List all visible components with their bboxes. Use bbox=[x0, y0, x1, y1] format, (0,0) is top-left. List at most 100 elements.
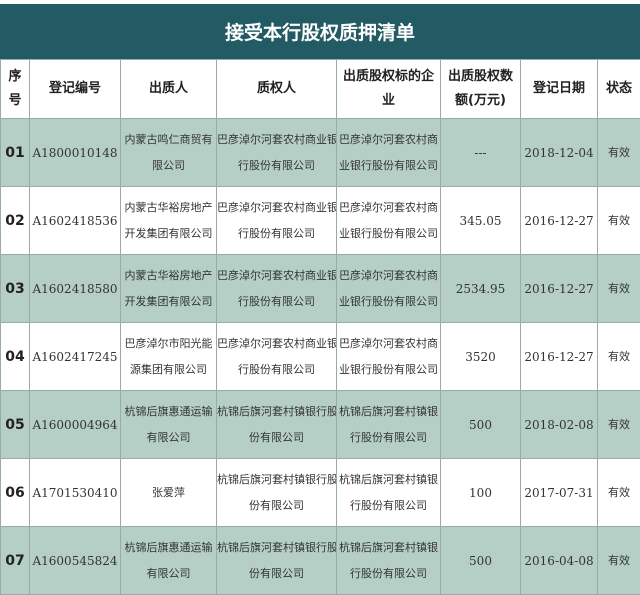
cell-pledgee: 杭锦后旗河套村镇银行股份有限公司 bbox=[217, 391, 337, 459]
cell-line: 行股份有限公司 bbox=[217, 357, 336, 383]
header-seq-line: 序 bbox=[1, 65, 29, 89]
cell-line: 业银行股份有限公司 bbox=[337, 153, 440, 179]
cell-line: 巴彦淖尔河套农村商 bbox=[337, 127, 440, 153]
cell-line: 行股份有限公司 bbox=[337, 561, 440, 587]
cell-line: 巴彦淖尔河套农村商 bbox=[337, 263, 440, 289]
cell-pledgee: 巴彦淖尔河套农村商业银行股份有限公司 bbox=[217, 323, 337, 391]
table-title: 接受本行股权质押清单 bbox=[0, 4, 640, 59]
cell-line: 巴彦淖尔河套农村商业银 bbox=[217, 195, 336, 221]
cell-line: 开发集团有限公司 bbox=[121, 289, 216, 315]
cell-date: 2016-04-08 bbox=[521, 527, 598, 595]
cell-seq: 01 bbox=[1, 119, 30, 187]
cell-line: 有限公司 bbox=[121, 425, 216, 451]
cell-line: 巴彦淖尔河套农村商业银 bbox=[217, 127, 336, 153]
cell-status: 有效 bbox=[598, 459, 640, 527]
cell-target: 巴彦淖尔河套农村商业银行股份有限公司 bbox=[337, 323, 441, 391]
header-amount: 出质股权数额(万元) bbox=[441, 60, 521, 119]
cell-line: 业银行股份有限公司 bbox=[337, 357, 440, 383]
header-pledgee: 质权人 bbox=[217, 60, 337, 119]
header-date: 登记日期 bbox=[521, 60, 598, 119]
cell-line: 开发集团有限公司 bbox=[121, 221, 216, 247]
cell-line: 业银行股份有限公司 bbox=[337, 289, 440, 315]
cell-line: 限公司 bbox=[121, 153, 216, 179]
cell-date: 2016-12-27 bbox=[521, 255, 598, 323]
cell-amount: --- bbox=[441, 119, 521, 187]
cell-line: 巴彦淖尔河套农村商业银 bbox=[217, 263, 336, 289]
cell-line: 行股份有限公司 bbox=[337, 425, 440, 451]
cell-pledgee: 巴彦淖尔河套农村商业银行股份有限公司 bbox=[217, 255, 337, 323]
cell-seq: 04 bbox=[1, 323, 30, 391]
cell-date: 2018-02-08 bbox=[521, 391, 598, 459]
cell-line: 份有限公司 bbox=[217, 561, 336, 587]
cell-target: 杭锦后旗河套村镇银行股份有限公司 bbox=[337, 459, 441, 527]
cell-amount: 500 bbox=[441, 527, 521, 595]
header-amount-line: 额(万元) bbox=[441, 89, 520, 113]
cell-amount: 2534.95 bbox=[441, 255, 521, 323]
cell-line: 内蒙古华裕房地产 bbox=[121, 195, 216, 221]
cell-seq: 06 bbox=[1, 459, 30, 527]
cell-line: 行股份有限公司 bbox=[217, 289, 336, 315]
header-pledgor: 出质人 bbox=[121, 60, 217, 119]
cell-target: 巴彦淖尔河套农村商业银行股份有限公司 bbox=[337, 187, 441, 255]
cell-target: 杭锦后旗河套村镇银行股份有限公司 bbox=[337, 527, 441, 595]
cell-pledgor: 内蒙古华裕房地产开发集团有限公司 bbox=[121, 255, 217, 323]
cell-line: 巴彦淖尔河套农村商业银 bbox=[217, 331, 336, 357]
cell-date: 2016-12-27 bbox=[521, 323, 598, 391]
cell-line: 巴彦淖尔市阳光能 bbox=[121, 331, 216, 357]
cell-line: 业银行股份有限公司 bbox=[337, 221, 440, 247]
cell-pledgee: 杭锦后旗河套村镇银行股份有限公司 bbox=[217, 527, 337, 595]
header-status: 状态 bbox=[598, 60, 640, 119]
cell-line: 杭锦后旗河套村镇银 bbox=[337, 399, 440, 425]
cell-line: 份有限公司 bbox=[217, 493, 336, 519]
cell-amount: 345.05 bbox=[441, 187, 521, 255]
cell-status: 有效 bbox=[598, 391, 640, 459]
cell-reg-no: A1600545824 bbox=[30, 527, 121, 595]
cell-line: 行股份有限公司 bbox=[337, 493, 440, 519]
header-target: 出质股权标的企业 bbox=[337, 60, 441, 119]
cell-line: 内蒙古鸣仁商贸有 bbox=[121, 127, 216, 153]
cell-pledgor: 内蒙古鸣仁商贸有限公司 bbox=[121, 119, 217, 187]
cell-pledgor: 杭锦后旗惠通运输有限公司 bbox=[121, 527, 217, 595]
cell-reg-no: A1701530410 bbox=[30, 459, 121, 527]
cell-line: 杭锦后旗河套村镇银 bbox=[337, 467, 440, 493]
cell-pledgor: 巴彦淖尔市阳光能源集团有限公司 bbox=[121, 323, 217, 391]
cell-line: 杭锦后旗河套村镇银行股 bbox=[217, 535, 336, 561]
cell-seq: 05 bbox=[1, 391, 30, 459]
cell-reg-no: A1600004964 bbox=[30, 391, 121, 459]
header-seq: 序号 bbox=[1, 60, 30, 119]
header-row: 序号 登记编号 出质人 质权人 出质股权标的企业 出质股权数额(万元) 登记日期… bbox=[1, 60, 640, 119]
cell-line: 巴彦淖尔河套农村商 bbox=[337, 331, 440, 357]
cell-pledgor: 内蒙古华裕房地产开发集团有限公司 bbox=[121, 187, 217, 255]
cell-line: 杭锦后旗河套村镇银 bbox=[337, 535, 440, 561]
cell-line: 杭锦后旗惠通运输 bbox=[121, 535, 216, 561]
cell-line: 杭锦后旗河套村镇银行股 bbox=[217, 399, 336, 425]
cell-amount: 100 bbox=[441, 459, 521, 527]
cell-seq: 07 bbox=[1, 527, 30, 595]
cell-date: 2018-12-04 bbox=[521, 119, 598, 187]
header-amount-line: 出质股权数 bbox=[441, 65, 520, 89]
cell-seq: 03 bbox=[1, 255, 30, 323]
cell-line: 杭锦后旗惠通运输 bbox=[121, 399, 216, 425]
cell-line: 巴彦淖尔河套农村商 bbox=[337, 195, 440, 221]
cell-line: 源集团有限公司 bbox=[121, 357, 216, 383]
cell-line: 份有限公司 bbox=[217, 425, 336, 451]
cell-pledgor: 杭锦后旗惠通运输有限公司 bbox=[121, 391, 217, 459]
cell-amount: 500 bbox=[441, 391, 521, 459]
cell-line: 有限公司 bbox=[121, 561, 216, 587]
cell-target: 巴彦淖尔河套农村商业银行股份有限公司 bbox=[337, 119, 441, 187]
cell-reg-no: A1602417245 bbox=[30, 323, 121, 391]
cell-date: 2017-07-31 bbox=[521, 459, 598, 527]
cell-pledgee: 巴彦淖尔河套农村商业银行股份有限公司 bbox=[217, 187, 337, 255]
header-reg-no: 登记编号 bbox=[30, 60, 121, 119]
cell-status: 有效 bbox=[598, 255, 640, 323]
cell-line: 内蒙古华裕房地产 bbox=[121, 263, 216, 289]
cell-reg-no: A1602418536 bbox=[30, 187, 121, 255]
cell-line: 行股份有限公司 bbox=[217, 153, 336, 179]
cell-status: 有效 bbox=[598, 323, 640, 391]
